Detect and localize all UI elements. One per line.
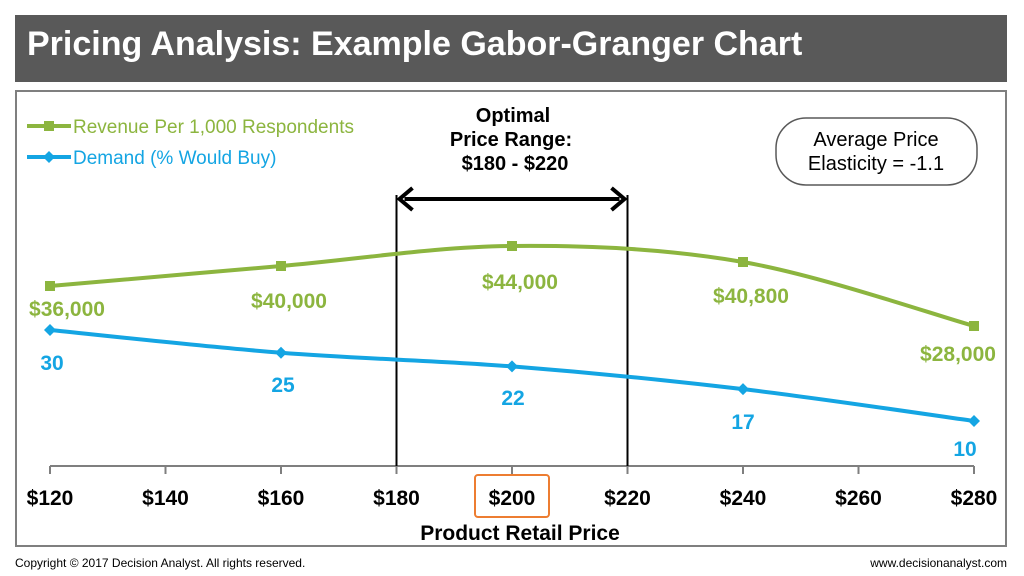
x-tick-label: $260 [835, 487, 882, 510]
demand-data-label: 22 [501, 387, 524, 410]
revenue-data-label: $28,000 [920, 343, 996, 366]
demand-point-marker [968, 415, 980, 427]
x-tick-label: $200 [489, 487, 536, 510]
optimal-range-arrow-right-head [610, 186, 628, 212]
revenue-point-marker [276, 261, 286, 271]
x-tick-label: $280 [951, 487, 998, 510]
copyright-notice: Copyright © 2017 Decision Analyst. All r… [15, 556, 306, 570]
revenue-data-label: $40,000 [251, 290, 327, 313]
demand-point-marker [737, 383, 749, 396]
revenue-data-label: $40,800 [713, 285, 789, 308]
optimal-range-arrow-left-head [396, 186, 414, 212]
elasticity-callout-box [775, 117, 978, 186]
demand-point-marker [275, 346, 287, 359]
legend-marker-diamond [43, 151, 55, 163]
demand-point-marker [506, 360, 518, 373]
x-tick-label: $140 [142, 487, 189, 510]
demand-data-label: 10 [953, 438, 976, 461]
x-tick-label: $240 [720, 487, 767, 510]
revenue-data-label: $44,000 [482, 271, 558, 294]
optimal-range-label-line: Optimal [476, 105, 550, 127]
x-tick-label: $160 [258, 487, 305, 510]
legend-label: Revenue Per 1,000 Respondents [73, 117, 354, 138]
x-axis-label: Product Retail Price [420, 522, 620, 545]
legend-label: Demand (% Would Buy) [73, 148, 276, 169]
revenue-point-marker [507, 241, 517, 251]
optimal-range-label-line: Price Range: [450, 129, 572, 151]
demand-data-label: 30 [40, 352, 63, 375]
optimal-range-label-line: $180 - $220 [462, 153, 569, 175]
elasticity-callout-line: Elasticity = -1.1 [808, 153, 944, 175]
page-title: Pricing Analysis: Example Gabor-Granger … [27, 25, 803, 63]
demand-point-marker [44, 324, 56, 336]
highlighted-tick-box [474, 474, 550, 518]
revenue-point-marker [45, 281, 55, 291]
revenue-point-marker [969, 321, 979, 331]
elasticity-callout-line: Average Price [813, 129, 938, 151]
legend-marker-square [44, 121, 54, 131]
revenue-point-marker [738, 257, 748, 267]
x-tick-label: $180 [373, 487, 420, 510]
x-tick-label: $220 [604, 487, 651, 510]
demand-data-label: 17 [731, 411, 754, 434]
x-tick-label: $120 [27, 487, 74, 510]
website-link[interactable]: www.decisionanalyst.com [870, 556, 1007, 570]
demand-data-label: 25 [271, 374, 295, 397]
chart-frame [15, 90, 1007, 547]
title-bar: Pricing Analysis: Example Gabor-Granger … [15, 15, 1007, 82]
revenue-data-label: $36,000 [29, 298, 105, 321]
